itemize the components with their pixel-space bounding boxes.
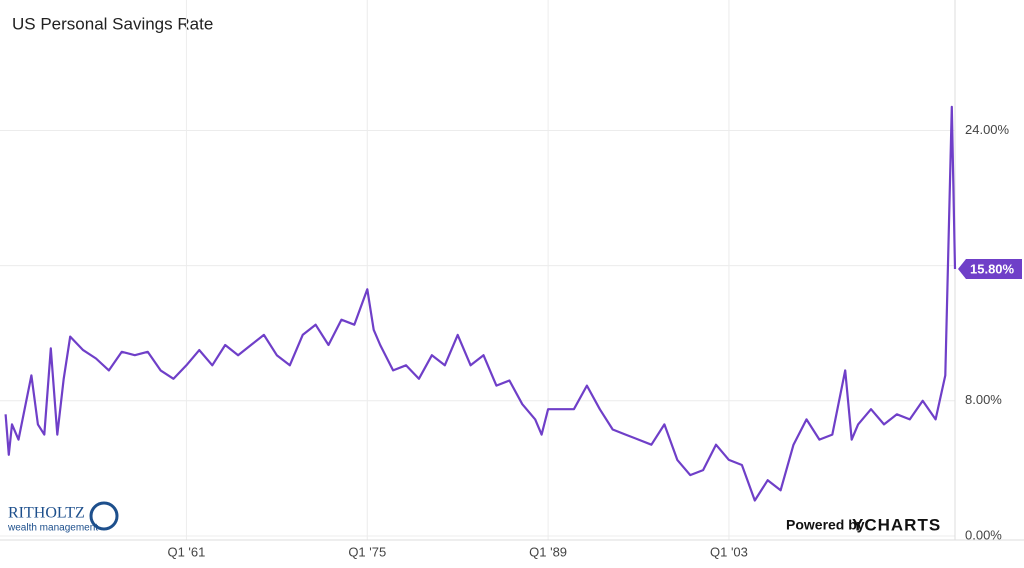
credit-prefix: Powered by bbox=[786, 517, 865, 533]
x-tick-label: Q1 '89 bbox=[529, 544, 567, 559]
logo-name: RITHOLTZ bbox=[8, 505, 85, 522]
credit-brand: YCHARTS bbox=[852, 515, 941, 534]
x-tick-label: Q1 '75 bbox=[348, 544, 386, 559]
x-tick-label: Q1 '61 bbox=[167, 544, 205, 559]
logo: RITHOLTZ wealth management bbox=[7, 501, 119, 534]
y-tick-label: 24.00% bbox=[965, 122, 1010, 137]
x-tick-label: Q1 '03 bbox=[710, 544, 748, 559]
y-tick-label: 8.00% bbox=[965, 392, 1002, 407]
series-line bbox=[4, 105, 957, 502]
y-tick-label: 0.00% bbox=[965, 527, 1002, 542]
logo-icon bbox=[89, 501, 119, 531]
chart-title: US Personal Savings Rate bbox=[12, 14, 213, 33]
last-value-badge bbox=[958, 258, 1022, 279]
last-value-label: 15.80% bbox=[970, 261, 1015, 276]
logo-tagline: wealth management bbox=[7, 523, 98, 534]
